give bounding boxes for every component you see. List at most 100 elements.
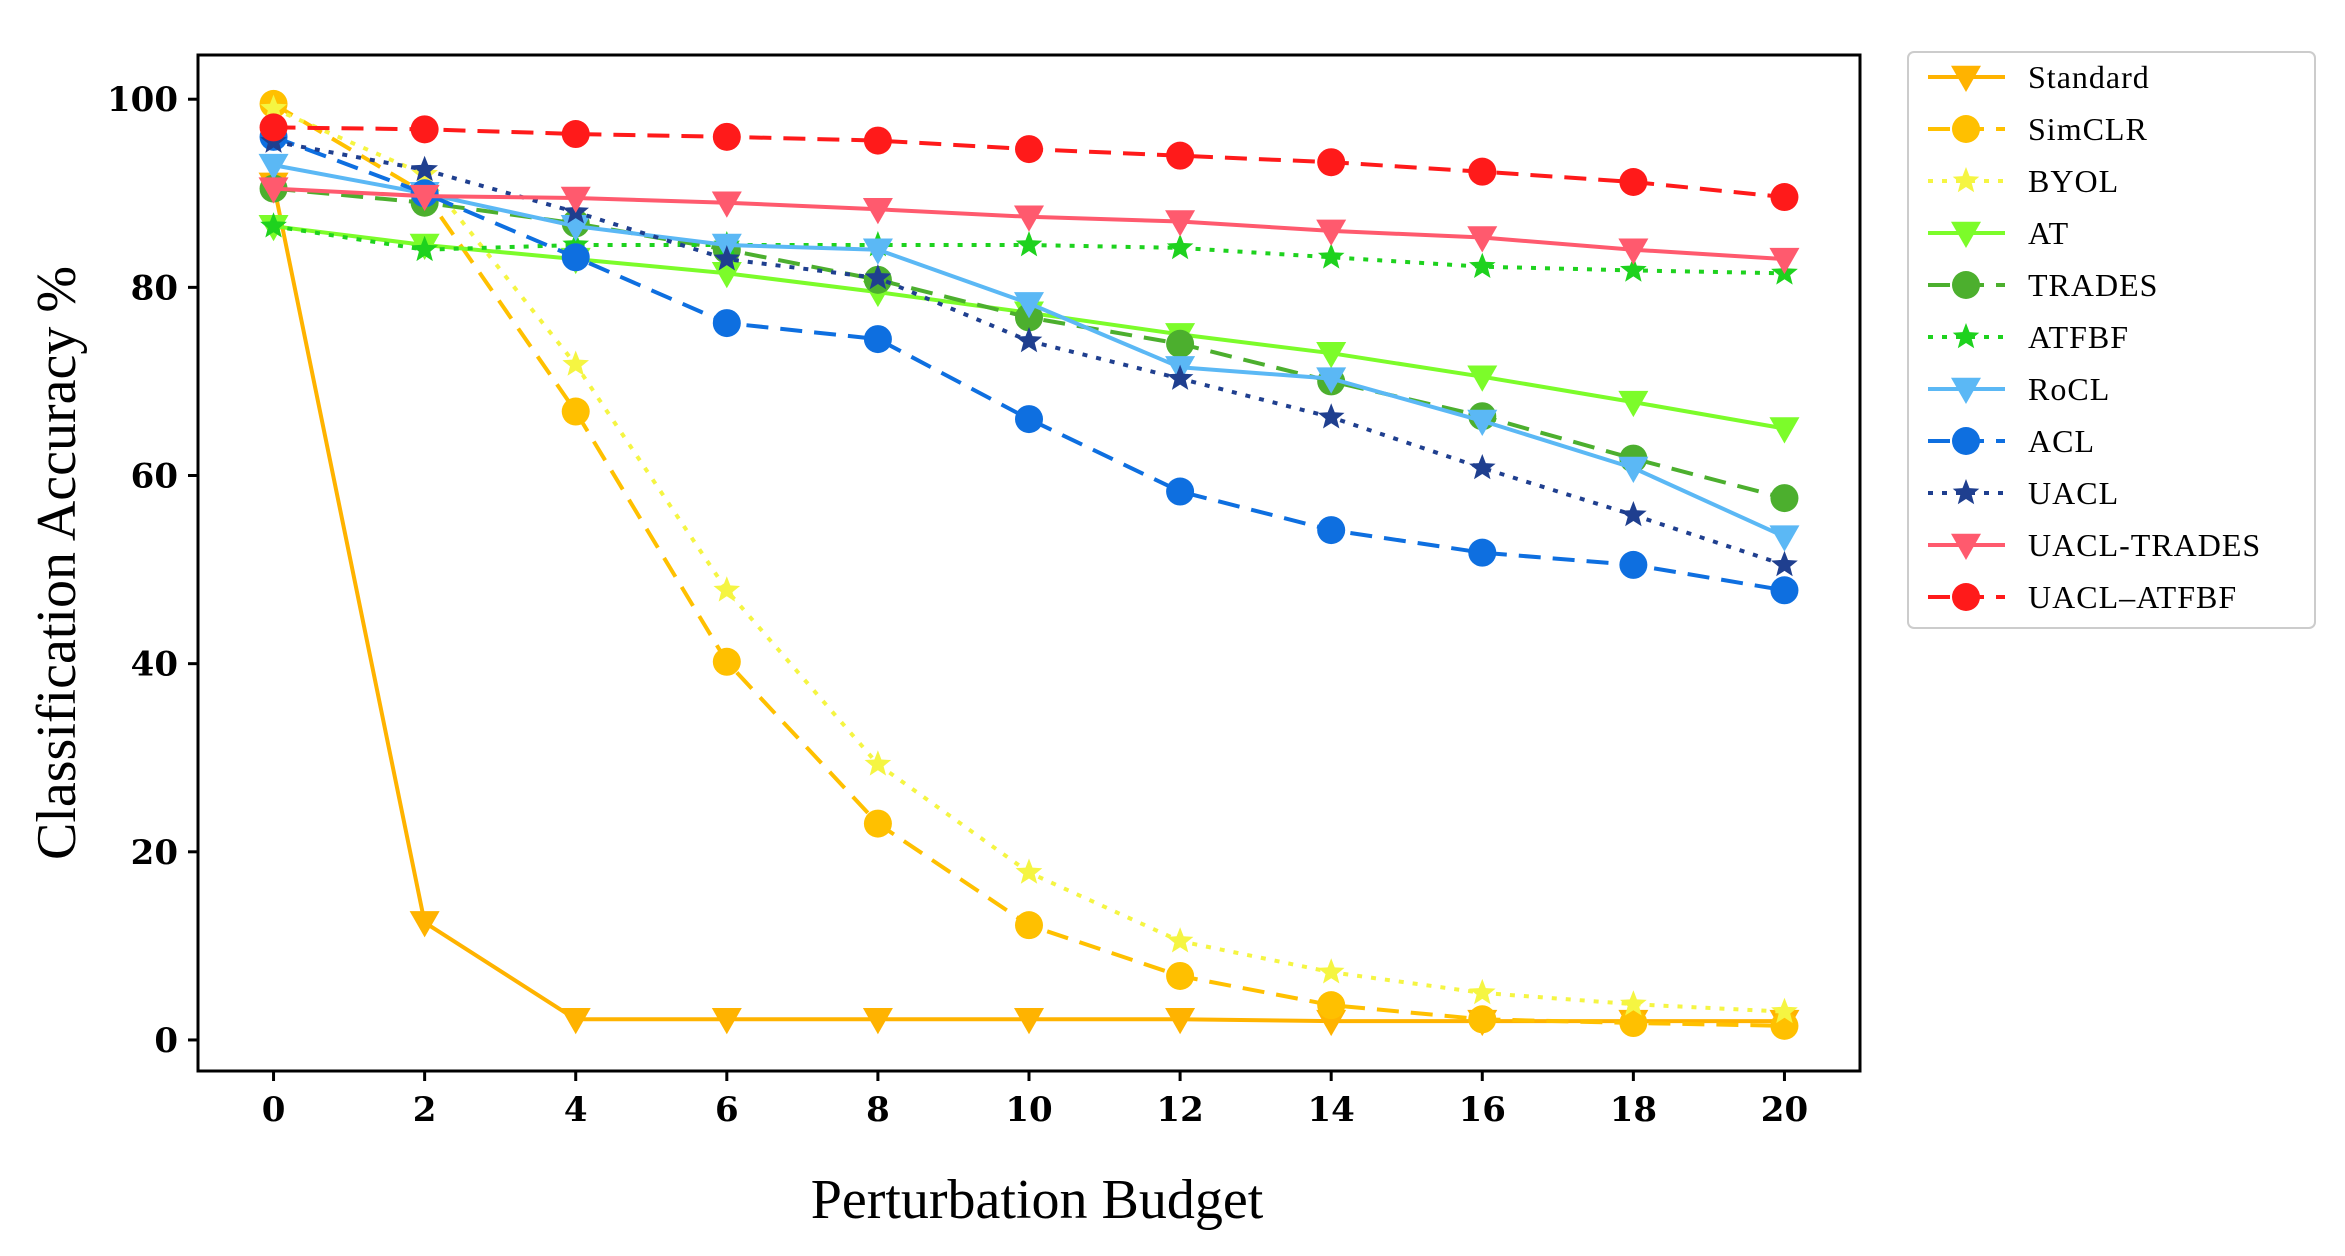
y-tick-label: 60	[131, 457, 178, 497]
data-point	[863, 809, 892, 838]
legend-label: UACL-TRADES	[2028, 527, 2261, 563]
data-point	[258, 153, 289, 181]
legend-item-acl: ACL	[1928, 423, 2095, 459]
data-point	[1165, 1008, 1196, 1035]
data-point	[1770, 484, 1799, 513]
y-tick-label: 80	[131, 268, 178, 308]
data-point	[1317, 148, 1346, 177]
data-point	[1015, 327, 1043, 353]
data-point	[1469, 252, 1496, 278]
data-point	[1468, 157, 1497, 186]
data-point	[713, 245, 741, 271]
data-point	[1317, 516, 1346, 545]
data-point	[1166, 477, 1195, 506]
legend-marker	[1952, 167, 1980, 193]
legend-label: UACL	[2028, 475, 2119, 511]
legend-label: BYOL	[2028, 163, 2119, 199]
data-point	[1166, 927, 1194, 953]
legend-label: RoCL	[2028, 371, 2110, 407]
data-point	[259, 113, 288, 142]
data-point	[712, 309, 741, 338]
data-point	[1316, 219, 1347, 246]
legend-label: UACL–ATFBF	[2028, 579, 2237, 615]
data-point	[562, 350, 589, 376]
legend-marker	[1952, 115, 1980, 143]
x-tick-label: 8	[866, 1090, 890, 1130]
x-tick-label: 10	[1005, 1090, 1052, 1130]
legend-item-trades: TRADES	[1928, 267, 2157, 303]
x-tick-label: 14	[1308, 1090, 1355, 1130]
data-point	[1468, 1005, 1497, 1034]
data-point	[711, 191, 742, 218]
x-tick-label: 16	[1459, 1090, 1506, 1130]
data-point	[561, 120, 590, 149]
legend-item-at: AT	[1928, 215, 2068, 251]
data-point	[1620, 501, 1647, 527]
data-point	[1015, 405, 1043, 434]
y-tick-label: 20	[131, 833, 178, 873]
x-axis-title: Perturbation Budget	[811, 1169, 1264, 1231]
data-point	[1467, 365, 1498, 392]
data-point	[411, 235, 438, 262]
data-point	[864, 750, 892, 776]
data-point	[260, 212, 287, 238]
data-point	[561, 243, 590, 272]
data-point	[862, 238, 893, 265]
legend-item-uacl-trades: UACL-TRADES	[1928, 527, 2261, 563]
data-point	[258, 177, 289, 204]
data-point	[1770, 576, 1799, 605]
data-point	[1317, 958, 1345, 984]
data-point	[1619, 168, 1648, 196]
data-point	[1769, 525, 1800, 552]
data-point	[409, 184, 440, 212]
data-point	[1620, 256, 1647, 282]
data-point	[1015, 911, 1043, 940]
series-uacl-atfbf	[259, 113, 1799, 212]
data-point	[1469, 454, 1496, 480]
legend-marker	[1952, 427, 1980, 455]
series-layer	[258, 89, 1800, 1040]
legend-label: Standard	[2028, 59, 2150, 95]
legend-item-byol: BYOL	[1928, 163, 2119, 199]
legend-marker	[1951, 221, 1981, 248]
legend-item-atfbf: ATFBF	[1928, 319, 2128, 355]
x-tick-label: 4	[564, 1090, 588, 1130]
data-point	[1166, 364, 1194, 390]
legend-marker	[1952, 479, 1980, 505]
data-point	[862, 198, 893, 225]
data-point	[411, 155, 438, 182]
x-tick-label: 18	[1610, 1090, 1657, 1130]
data-point	[260, 94, 287, 120]
data-point	[1014, 1008, 1044, 1035]
data-point	[1166, 329, 1195, 358]
series-line-acl	[272, 134, 1785, 593]
data-point	[1619, 1009, 1648, 1038]
legend-marker	[1952, 271, 1980, 299]
data-point	[1619, 550, 1648, 579]
data-point	[1014, 292, 1044, 319]
data-point	[561, 397, 590, 426]
data-point	[1468, 538, 1497, 567]
legend-box	[1907, 51, 2316, 629]
legend-item-standard: Standard	[1928, 59, 2150, 95]
data-point	[1618, 390, 1649, 418]
legend-marker	[1952, 323, 1980, 349]
data-point	[863, 126, 892, 155]
data-point	[410, 115, 439, 144]
x-tick-label: 2	[413, 1090, 437, 1130]
data-point	[1166, 961, 1195, 990]
data-point	[1620, 990, 1647, 1016]
data-point	[1014, 205, 1044, 232]
series-uacl	[260, 127, 1798, 577]
data-point	[560, 186, 591, 213]
data-point	[1317, 403, 1345, 429]
data-point	[1316, 367, 1347, 394]
data-point	[1469, 978, 1496, 1005]
legend-item-uacl: UACL	[1928, 475, 2119, 511]
y-tick-label: 40	[131, 645, 178, 685]
data-point	[711, 1008, 742, 1035]
legend-label: ACL	[2028, 423, 2095, 459]
data-point	[1618, 456, 1649, 483]
data-point	[1166, 233, 1194, 260]
